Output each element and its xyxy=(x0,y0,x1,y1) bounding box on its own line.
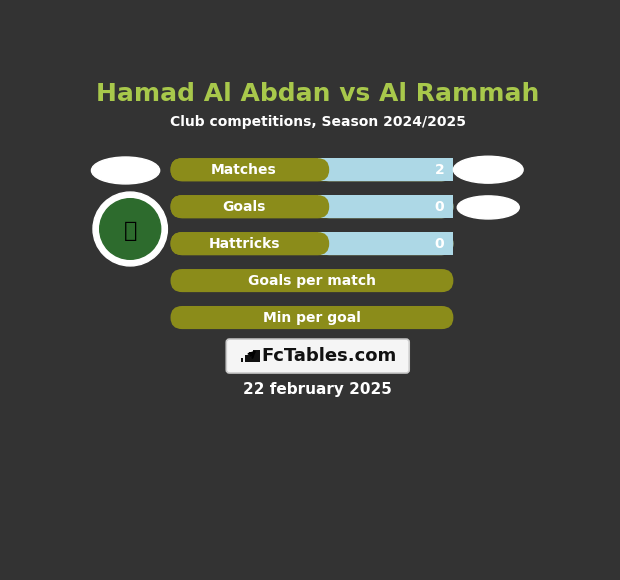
FancyBboxPatch shape xyxy=(226,339,409,373)
Text: FcTables.com: FcTables.com xyxy=(261,347,396,365)
Text: 0: 0 xyxy=(435,200,445,213)
Text: 22 february 2025: 22 february 2025 xyxy=(243,382,392,397)
Circle shape xyxy=(93,192,167,266)
Text: 🦅: 🦅 xyxy=(123,220,137,241)
Text: Matches: Matches xyxy=(211,163,277,177)
FancyBboxPatch shape xyxy=(317,195,453,218)
Bar xyxy=(317,158,453,181)
Ellipse shape xyxy=(453,156,523,183)
Text: Goals per match: Goals per match xyxy=(248,274,376,288)
Text: 2: 2 xyxy=(435,163,445,177)
FancyBboxPatch shape xyxy=(170,195,453,218)
FancyBboxPatch shape xyxy=(170,232,329,255)
Ellipse shape xyxy=(92,157,160,184)
Bar xyxy=(317,232,453,255)
Bar xyxy=(245,356,249,362)
FancyBboxPatch shape xyxy=(170,158,453,181)
FancyBboxPatch shape xyxy=(170,306,453,329)
Text: Min per goal: Min per goal xyxy=(263,310,361,325)
FancyBboxPatch shape xyxy=(170,158,329,181)
FancyBboxPatch shape xyxy=(170,269,453,292)
Text: Hattricks: Hattricks xyxy=(208,237,280,251)
Text: 0: 0 xyxy=(435,237,445,251)
Text: Goals: Goals xyxy=(223,200,266,213)
FancyBboxPatch shape xyxy=(170,232,453,255)
Bar xyxy=(253,350,260,362)
FancyBboxPatch shape xyxy=(317,232,453,255)
Text: Club competitions, Season 2024/2025: Club competitions, Season 2024/2025 xyxy=(170,115,466,129)
Bar xyxy=(241,358,243,362)
Bar xyxy=(249,352,254,362)
Bar xyxy=(317,195,453,218)
Text: Hamad Al Abdan vs Al Rammah: Hamad Al Abdan vs Al Rammah xyxy=(96,82,539,106)
Circle shape xyxy=(100,199,161,259)
FancyBboxPatch shape xyxy=(170,195,329,218)
Ellipse shape xyxy=(458,196,520,219)
FancyBboxPatch shape xyxy=(317,158,453,181)
